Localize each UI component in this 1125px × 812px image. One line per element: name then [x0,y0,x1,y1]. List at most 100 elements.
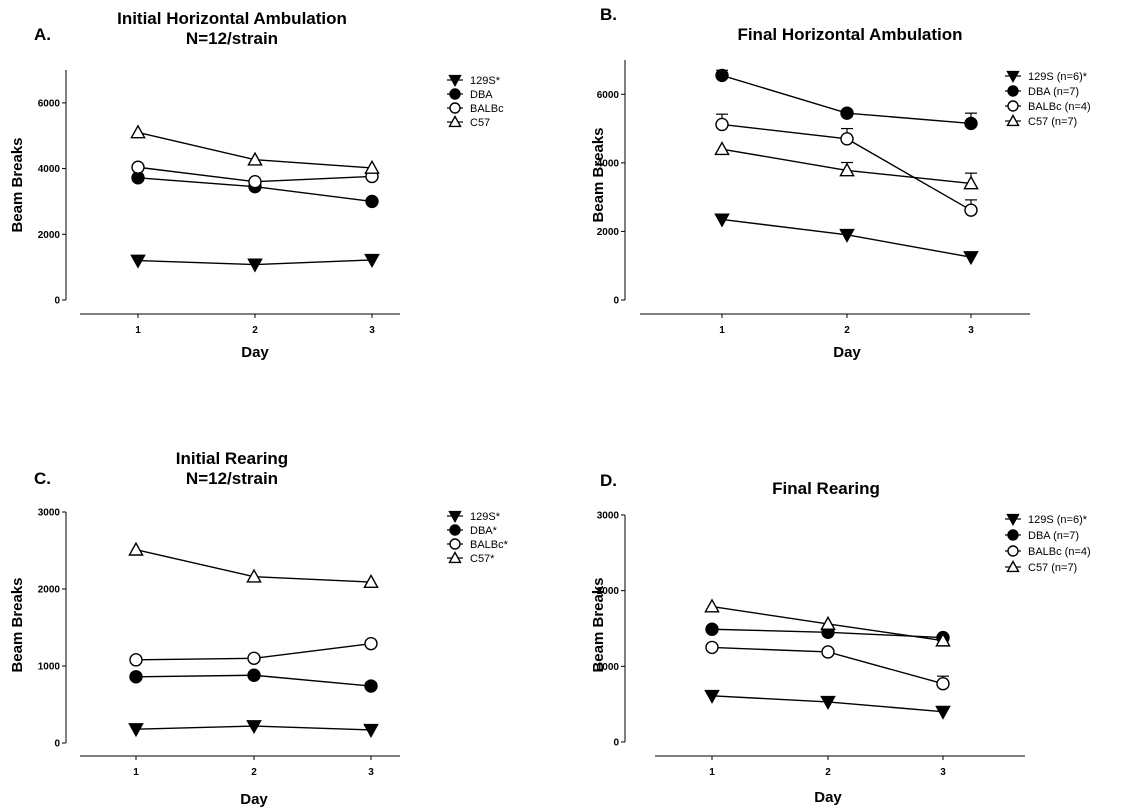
data-point [363,574,379,589]
data-point [365,194,379,209]
data-point [714,141,730,156]
data-point [131,160,145,174]
data-point [129,670,143,684]
data-point [130,124,146,139]
legend-marker [1006,114,1020,127]
legend-item: BALBc [447,102,504,115]
legend-item: BALBc (n=4) [1005,100,1091,113]
data-point [247,651,261,665]
series-3 [715,113,978,217]
data-point [246,720,262,735]
x-tick-label: 3 [369,325,375,336]
legend-label: BALBc (n=4) [1028,546,1091,558]
x-tick-label: 1 [135,325,141,336]
legend-marker [1006,70,1020,83]
legend-marker [449,524,461,536]
data-point [839,228,855,243]
legend-marker [448,74,462,87]
y-axis-label: Beam Breaks [9,137,26,232]
data-point [820,695,836,710]
data-point [820,615,836,630]
legend-label: 129S (n=6)* [1028,514,1088,526]
series-4 [128,541,379,589]
panel-2: B. Final Horizontal Ambulation 0 2000 4000 60… [590,5,1091,361]
legend-marker [1007,100,1019,112]
series-1 [128,720,379,738]
y-tick-label: 1000 [597,662,620,673]
legend-label: C57 (n=7) [1028,562,1077,574]
legend-item: C57* [447,551,495,565]
data-point [364,159,380,174]
data-point [247,668,261,682]
y-axis-label: Beam Breaks [590,127,607,222]
data-point [936,677,950,691]
series-3 [131,160,379,189]
data-point [128,541,144,556]
x-tick-label: 1 [133,767,139,778]
legend-label: DBA (n=7) [1028,530,1079,542]
y-tick-label: 0 [613,296,619,307]
legend-item: C57 [447,115,490,129]
chart-subtitle: N=12/strain [186,29,278,48]
data-point [840,132,854,146]
legend-label: BALBc [470,103,504,115]
legend-item: 129S* [447,510,501,523]
y-tick-label: 4000 [38,164,61,175]
data-point [363,723,379,738]
legend-item: 129S* [447,74,501,87]
x-axis-label: Day [240,791,268,808]
data-point [839,162,855,177]
panel-letter: B. [600,5,617,24]
legend-marker [1006,560,1020,573]
y-tick-label: 4000 [597,158,620,169]
legend-label: BALBc* [470,539,509,551]
y-tick-label: 0 [613,738,619,749]
legend-label: 129S* [470,511,501,523]
data-point [248,175,262,189]
y-tick-label: 6000 [38,98,61,109]
panel-letter: C. [34,469,51,488]
y-tick-label: 1000 [38,662,61,673]
series-2 [129,668,378,693]
legend-item: BALBc* [447,538,509,551]
x-tick-label: 2 [844,325,850,336]
data-point [128,723,144,738]
y-axis-label: Beam Breaks [590,577,607,672]
y-tick-label: 2000 [38,585,61,596]
legend-marker [1006,513,1020,526]
y-tick-label: 3000 [38,508,61,519]
data-point [705,640,719,655]
legend-label: 129S (n=6)* [1028,71,1088,83]
data-point [364,636,378,651]
series-1 [130,253,380,273]
panel-4: D. Final Rearing 0 1000 2000 3000 1 2 3 Day Beam B… [590,471,1091,806]
x-tick-label: 2 [825,767,831,778]
chart-title: Initial Rearing [176,449,288,468]
data-point [715,68,729,83]
legend-label: DBA (n=7) [1028,86,1079,98]
y-tick-label: 6000 [597,90,620,101]
legend-label: C57 (n=7) [1028,116,1077,128]
data-point [705,622,719,636]
x-tick-label: 2 [251,767,257,778]
data-point [247,151,263,166]
y-tick-label: 2000 [597,586,620,597]
y-axis-label: Beam Breaks [9,577,26,672]
data-point [247,258,263,273]
x-axis-label: Day [814,789,842,806]
legend-item: DBA [447,88,493,101]
panel-letter: D. [600,471,617,490]
legend-label: DBA [470,89,493,101]
legend-marker [1007,85,1019,97]
legend-label: DBA* [470,525,498,537]
data-point [130,254,146,269]
legend-marker [448,510,462,523]
legend-item: 129S (n=6)* [1005,513,1088,526]
data-point [964,203,978,217]
x-tick-label: 1 [709,767,715,778]
data-point [704,598,720,613]
legend-label: BALBc (n=4) [1028,101,1091,113]
legend-marker [1007,545,1019,557]
